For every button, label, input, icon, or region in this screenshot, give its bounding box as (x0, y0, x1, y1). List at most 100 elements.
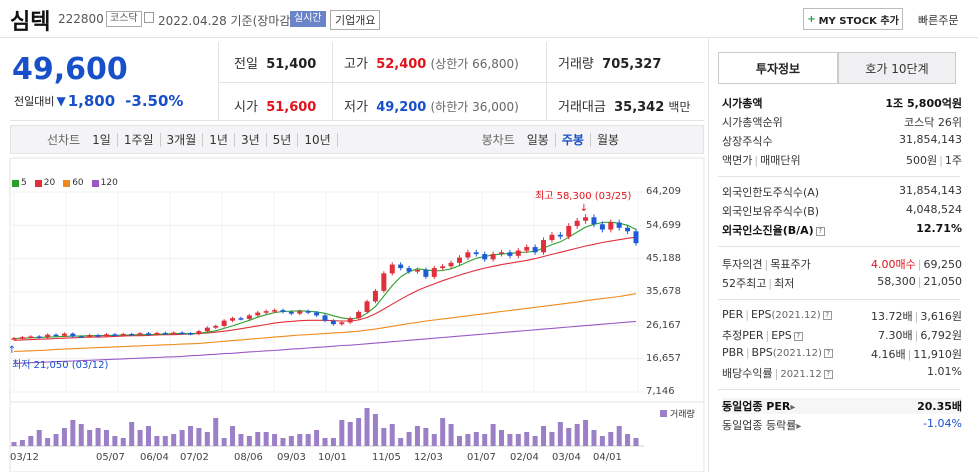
candle (288, 311, 294, 314)
help-icon[interactable]: ? (793, 331, 803, 341)
market-badge: 코스닥 (106, 11, 142, 27)
candle (389, 264, 395, 274)
volume-bar (574, 424, 580, 446)
x-tick: 11/05 (372, 452, 401, 463)
high-price: 고가 52,400 (상한가 66,800) (344, 57, 519, 72)
stock-code: 222800 (58, 12, 104, 26)
tab-3m[interactable]: 3개월 (161, 132, 204, 147)
candle (246, 315, 252, 319)
volume-bar (95, 428, 101, 446)
chart-period-tabs: 선차트 1일 1주일 3개월 1년 3년 5년 10년 봉차트 일봉 주봉 월봉 (10, 125, 704, 154)
volume-bar (372, 414, 378, 446)
line-chart-label: 선차트 (47, 132, 81, 147)
help-icon[interactable]: ? (823, 348, 833, 358)
open-price: 시가 51,600 (234, 100, 317, 115)
y-tick: 26,167 (646, 320, 681, 331)
tab-10y[interactable]: 10년 (298, 132, 338, 147)
legend-ma20: 20 (34, 178, 55, 188)
volume-bar (633, 438, 639, 446)
tab-1w[interactable]: 1주일 (118, 132, 161, 147)
corp-info-button[interactable]: 기업개요 (330, 10, 381, 30)
current-price: 49,600 (12, 52, 128, 87)
volume-bar (599, 436, 605, 446)
candle (322, 315, 328, 321)
candle (574, 220, 580, 227)
candle (608, 222, 614, 230)
x-tick: 06/04 (140, 452, 169, 463)
quick-order-link[interactable]: 빠른주문 (918, 14, 959, 27)
volume-bar (524, 432, 530, 446)
high-arrow: ↓ (580, 203, 588, 214)
trade-amount: 거래대금 35,342 백만 (558, 100, 691, 115)
tab-1y[interactable]: 1년 (203, 132, 235, 147)
tab-3y[interactable]: 3년 (235, 132, 267, 147)
tab-orderbook-10[interactable]: 호가 10단계 (838, 52, 956, 84)
help-icon[interactable]: ? (823, 369, 833, 379)
candle (272, 310, 278, 312)
tab-1d[interactable]: 1일 (86, 132, 118, 147)
help-icon[interactable]: ? (815, 226, 825, 236)
volume-bar (557, 422, 563, 446)
legend-ma5: 5 (12, 178, 27, 188)
volume-bar (314, 430, 320, 446)
ma-legend: 5 20 60 120 (12, 178, 118, 188)
volume-bar (414, 426, 420, 446)
tab-5y[interactable]: 5년 (267, 132, 299, 147)
candle (137, 333, 143, 335)
volume-bar (28, 436, 34, 446)
volume-bar (532, 436, 538, 446)
candle (263, 311, 269, 313)
realtime-button[interactable]: 실시간 (290, 11, 326, 27)
mystock-add-button[interactable]: + MY STOCK 추가 (803, 8, 903, 30)
candle (414, 269, 420, 272)
volume-bar (288, 436, 294, 446)
volume-bar (129, 422, 135, 446)
investment-info-panel (708, 38, 968, 472)
stock-header: 심텍 222800 코스닥 2022.04.28 기준(장마감) 실시간 기업개… (0, 0, 978, 38)
tab-monthly[interactable]: 월봉 (596, 132, 620, 147)
volume-bar (381, 428, 387, 446)
candle (171, 332, 177, 335)
y-tick: 64,209 (646, 186, 681, 197)
ma60-line (13, 293, 637, 353)
candle-chart-label: 봉차트 (481, 132, 515, 147)
volume-bar (230, 426, 236, 446)
volume-bar (423, 428, 429, 446)
y-tick: 54,699 (646, 220, 681, 231)
candle (482, 254, 488, 260)
candle (616, 222, 622, 228)
volume-bar (583, 420, 589, 446)
legend-ma60: 60 (63, 178, 84, 188)
volume-bar (171, 434, 177, 446)
help-icon[interactable]: ? (822, 310, 832, 320)
volume-bar (549, 432, 555, 446)
candle (36, 336, 42, 338)
y-tick: 16,657 (646, 353, 681, 364)
candle (456, 257, 462, 263)
candle (465, 252, 471, 258)
candle (566, 226, 572, 237)
volume-bar (339, 420, 345, 446)
volume-bar (566, 428, 572, 446)
tab-weekly[interactable]: 주봉 (556, 132, 591, 147)
tab-daily[interactable]: 일봉 (521, 132, 556, 147)
candle (120, 333, 126, 336)
volume-bar (45, 438, 51, 446)
base-date: 2022.04.28 기준(장마감) (158, 14, 296, 28)
volume-bar (482, 434, 488, 446)
candle (339, 322, 345, 325)
x-tick: 09/03 (277, 452, 306, 463)
candle (19, 337, 25, 339)
tab-investment-info[interactable]: 투자정보 (718, 52, 838, 84)
volume-bar (608, 432, 614, 446)
volume-bar (347, 422, 353, 446)
low-arrow: ↑ (8, 345, 16, 356)
volume-bar (246, 436, 252, 446)
volume-bar (179, 430, 185, 446)
candle (70, 333, 76, 337)
candle (356, 311, 362, 319)
volume-bar (456, 436, 462, 446)
candle (364, 301, 370, 312)
candle (490, 254, 496, 260)
candle (297, 311, 303, 314)
